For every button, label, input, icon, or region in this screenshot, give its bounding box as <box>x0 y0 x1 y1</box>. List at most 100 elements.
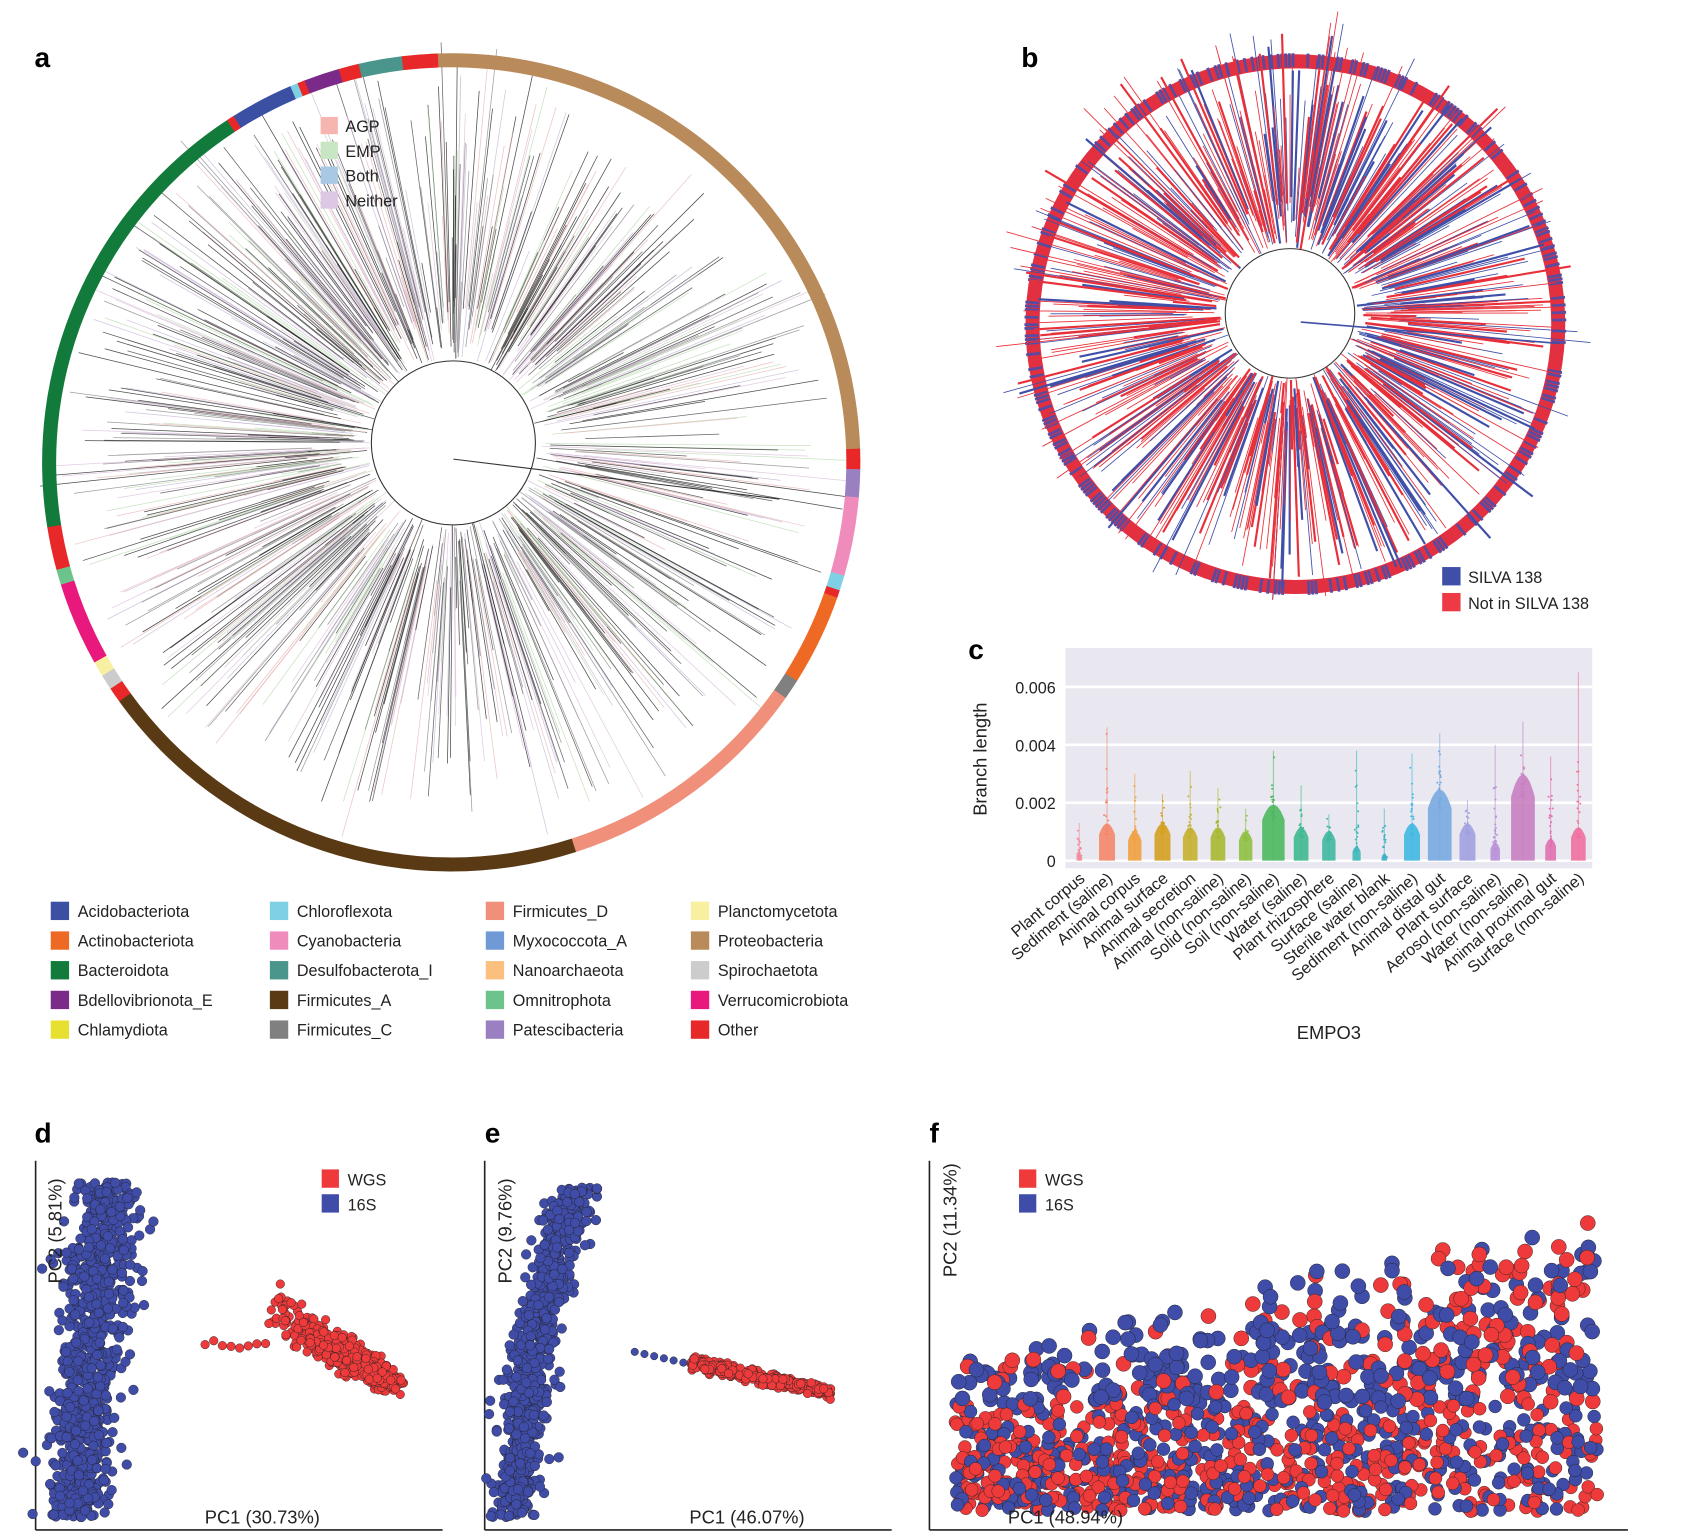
tree-branch <box>385 257 405 307</box>
tree-branch <box>365 141 421 331</box>
point-16s <box>520 1272 531 1283</box>
swarm-point <box>1217 819 1220 822</box>
tree-branch <box>487 107 557 330</box>
swarm-point <box>1383 853 1386 856</box>
tree-branch <box>239 380 321 405</box>
tree-branch <box>1394 257 1525 291</box>
tree-branch <box>1306 398 1321 461</box>
tree-branch <box>1295 407 1302 450</box>
point-16s <box>579 1240 591 1251</box>
ring-b-stripe <box>1526 205 1541 214</box>
tree-branch <box>1123 331 1183 344</box>
tree-branch <box>514 503 629 616</box>
tree-branch <box>316 328 366 371</box>
point-16s <box>101 1438 112 1449</box>
ring-segment <box>47 524 71 570</box>
tree-branch <box>1006 231 1184 284</box>
tree-branch <box>369 548 430 802</box>
tree-branch <box>565 503 759 610</box>
ring-b-stripe <box>1047 427 1062 437</box>
ring-b-stripe <box>1025 300 1040 305</box>
tree-branch <box>551 483 710 549</box>
legend-label: Cyanobacteria <box>297 932 401 950</box>
swarm-point <box>1550 799 1553 801</box>
ring-b-stripe <box>1188 74 1197 89</box>
y-tick-label: 0.006 <box>1015 679 1056 697</box>
point-16s <box>544 1344 555 1355</box>
tree-branch <box>1279 149 1284 196</box>
tree-branch <box>1307 84 1340 228</box>
tree-branch <box>550 325 627 378</box>
legend-label: Firmicutes_C <box>297 1022 393 1040</box>
tree-branch <box>562 296 773 394</box>
tree-branch <box>197 489 373 593</box>
tree-branch <box>543 320 715 401</box>
swarm-point <box>1300 827 1302 830</box>
tree-branch <box>518 550 613 706</box>
tree-branch <box>488 558 533 701</box>
swarm-point <box>1079 856 1082 859</box>
tree-branch <box>1341 85 1450 240</box>
tree-branch <box>1249 375 1274 457</box>
tree-branch <box>534 402 617 424</box>
tree-branch <box>245 377 352 412</box>
swarm-point <box>1132 837 1135 840</box>
tree-branch <box>1344 407 1426 545</box>
tree-branch <box>1133 323 1221 339</box>
tree-branch <box>1170 199 1211 239</box>
point-16s <box>54 1490 66 1501</box>
tree-branch <box>381 567 425 744</box>
tree-branch <box>1148 339 1184 350</box>
tree-branch <box>372 121 420 308</box>
tree-branch <box>1289 380 1294 450</box>
ring-b-stripe <box>1092 494 1105 506</box>
tree-branch <box>415 546 433 630</box>
y-tick-label: 0 <box>1047 853 1056 871</box>
point-16s <box>535 1252 546 1263</box>
tree-branch <box>529 237 590 327</box>
tree-branch <box>560 534 762 709</box>
swarm-body <box>1099 823 1116 861</box>
tree-branch <box>1370 340 1512 392</box>
tree-branch <box>457 170 470 358</box>
ring-b-stripe <box>1029 373 1044 379</box>
tree-branch <box>117 462 329 499</box>
tree-branch <box>556 251 670 352</box>
tree-branch <box>1244 399 1269 493</box>
tree-branch <box>323 133 407 330</box>
ring-b-stripe <box>1239 575 1246 590</box>
tree-branch <box>548 474 750 542</box>
point-16s <box>114 1332 125 1343</box>
tree-branch <box>512 504 571 565</box>
ring-b-stripe <box>1217 63 1224 79</box>
point-16s <box>117 1321 129 1333</box>
tree-branch <box>1242 419 1271 566</box>
tree-branch <box>440 559 448 663</box>
tree-branch <box>1078 306 1181 311</box>
tree-branch <box>1295 393 1306 511</box>
swarm-point <box>1188 815 1191 818</box>
tree-branch <box>1263 388 1274 424</box>
tree-branch <box>1368 318 1531 332</box>
swarm-point <box>1410 807 1413 810</box>
tree-branch <box>1344 173 1434 261</box>
tree-branch <box>1364 367 1473 450</box>
tree-branch <box>544 485 580 503</box>
tree-branch <box>457 281 462 353</box>
point-16s <box>78 1485 89 1496</box>
point-16s <box>27 1508 38 1520</box>
tree-branch <box>1199 397 1235 450</box>
ring-b-stripe <box>1455 523 1467 536</box>
tree-branch <box>1088 161 1233 270</box>
tree-branch <box>436 307 443 349</box>
tree-branch <box>537 479 757 577</box>
point-16s <box>95 1204 106 1215</box>
tree-branch <box>284 419 336 427</box>
tree-branch <box>1317 128 1367 246</box>
legend-label: Planctomycetota <box>718 903 838 921</box>
tree-branch <box>1217 188 1256 253</box>
ring-b-stripe <box>1189 560 1198 575</box>
point-16s <box>61 1432 72 1443</box>
ring-b-stripe <box>1335 577 1341 592</box>
tree-branch <box>469 526 513 734</box>
